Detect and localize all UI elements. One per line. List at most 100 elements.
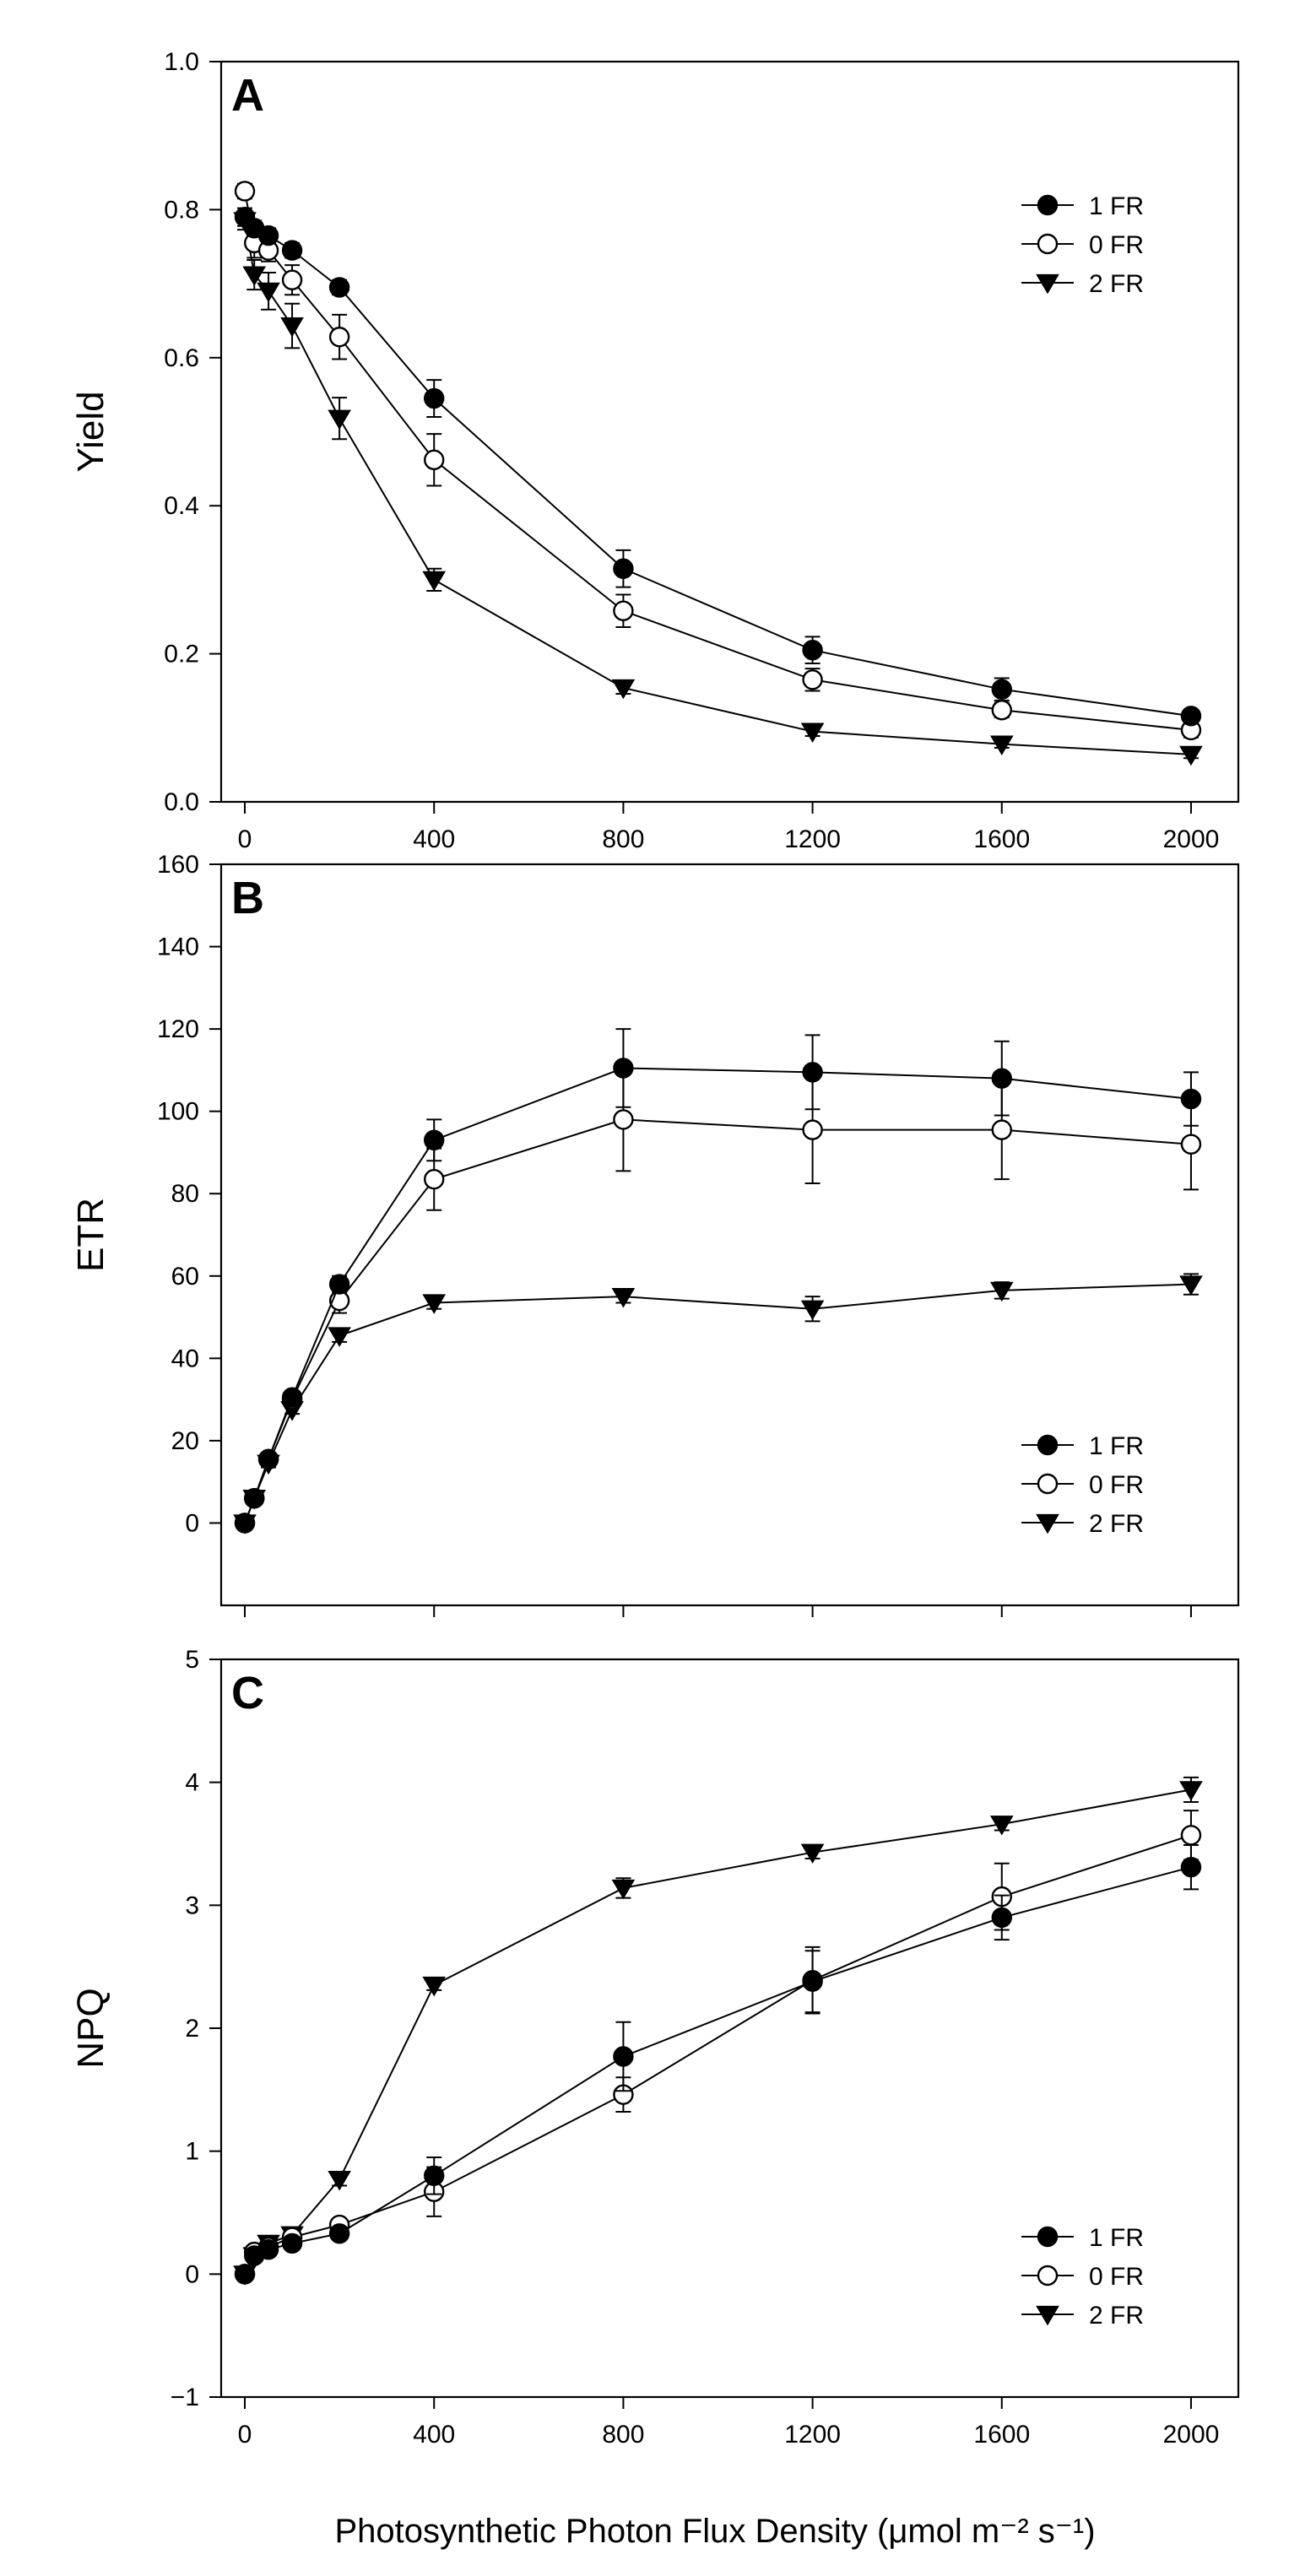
data-point <box>234 181 256 202</box>
series-1-fr <box>234 1028 1202 1534</box>
y-tick-label: 1.0 <box>164 48 199 76</box>
y-tick-label: 0 <box>185 1509 199 1537</box>
y-axis-title: ETR <box>70 1198 111 1272</box>
data-point <box>422 1976 447 1997</box>
legend-marker <box>1036 1513 1059 1534</box>
data-point <box>424 2165 445 2187</box>
data-point <box>281 240 303 261</box>
data-point <box>234 1513 256 1534</box>
data-point <box>328 277 350 298</box>
data-point <box>1180 1134 1202 1155</box>
y-tick-label: 100 <box>157 1098 199 1126</box>
x-tick-label: 2000 <box>1163 825 1220 853</box>
data-point <box>1180 706 1202 727</box>
legend-label: 0 FR <box>1089 2263 1144 2291</box>
x-tick-label: 0 <box>238 825 252 853</box>
data-point <box>613 1058 634 1079</box>
y-tick-label: 80 <box>171 1180 199 1208</box>
y-tick-label: −1 <box>171 2384 199 2411</box>
y-axis-title: NPQ <box>70 1988 111 2068</box>
data-point <box>328 1274 350 1295</box>
data-point <box>328 1327 351 1347</box>
data-point <box>257 282 280 303</box>
y-tick-label: 4 <box>185 1769 199 1797</box>
data-point <box>328 2171 351 2191</box>
x-axis-label: Photosynthetic Photon Flux Density (μmol… <box>334 2513 1095 2550</box>
legend-marker <box>1037 1434 1059 1456</box>
y-tick-label: 2 <box>185 2015 199 2043</box>
data-point <box>242 266 267 286</box>
data-point <box>244 1487 265 1509</box>
data-point <box>424 1129 445 1151</box>
data-point <box>422 571 447 592</box>
y-tick-label: 0.0 <box>164 788 199 816</box>
y-tick-label: 0 <box>185 2260 199 2288</box>
y-tick-label: 0.8 <box>164 196 199 224</box>
series-line <box>244 1067 1192 1523</box>
data-point <box>328 409 351 430</box>
data-point <box>800 722 825 744</box>
y-tick-label: 160 <box>157 851 199 879</box>
series-1-fr <box>234 1843 1202 2285</box>
series-line <box>244 1866 1192 2275</box>
x-tick-label: 1600 <box>973 2421 1030 2449</box>
legend: 1 FR 0 FR 2 FR <box>1021 1432 1144 1538</box>
plot-frame <box>219 863 1240 1607</box>
legend-label: 2 FR <box>1089 2302 1144 2330</box>
data-point <box>1179 1275 1203 1296</box>
data-point <box>802 640 823 661</box>
series-2-fr <box>233 1273 1203 1534</box>
series-line <box>244 1789 1192 2275</box>
panel-label: C <box>231 1668 264 1718</box>
y-tick-label: 0.6 <box>164 344 199 372</box>
data-point <box>800 1843 825 1864</box>
panel-label: A <box>231 70 264 121</box>
legend-label: 0 FR <box>1089 231 1144 259</box>
legend-label: 1 FR <box>1089 1432 1144 1460</box>
series-line <box>244 216 1192 717</box>
data-point <box>613 558 634 579</box>
data-point <box>281 269 303 290</box>
data-point <box>613 600 634 621</box>
data-point <box>257 2238 279 2260</box>
x-tick-label: 800 <box>602 2421 644 2449</box>
data-point <box>280 317 304 338</box>
data-point <box>991 700 1012 721</box>
data-point <box>257 1448 279 1470</box>
data-point <box>1179 1781 1203 1801</box>
data-point <box>281 2232 303 2254</box>
y-tick-label: 140 <box>157 934 199 961</box>
chart-panels: A0.00.20.40.60.81.00 400 800 1200 1600 2000Yi… <box>70 48 1240 2449</box>
y-tick-label: 5 <box>185 1646 199 1674</box>
data-point <box>1179 745 1203 766</box>
x-tick-label: 800 <box>602 825 644 853</box>
series-line <box>244 1834 1192 2275</box>
data-point <box>802 1062 823 1083</box>
data-point <box>1180 1856 1202 1878</box>
data-point <box>1180 1825 1202 1846</box>
series-line <box>244 220 1192 755</box>
legend: 1 FR 0 FR 2 FR <box>1021 2224 1144 2330</box>
data-point <box>991 1068 1012 1089</box>
x-tick-label: 1600 <box>973 825 1030 853</box>
legend-marker <box>1036 2305 1059 2326</box>
legend: 1 FR 0 FR 2 FR <box>1021 192 1144 298</box>
data-point <box>991 679 1012 700</box>
legend-marker <box>1037 1473 1059 1495</box>
series-0-fr <box>234 1067 1202 1534</box>
panel-a: A 0.0 0.2 0.4 0.6 0.8 1.0 0 400 800 1200 1600 2000 Yi… <box>70 48 1240 853</box>
data-point <box>802 669 823 690</box>
data-point <box>611 1879 636 1900</box>
x-tick-label: 1200 <box>784 2421 841 2449</box>
series-line <box>244 1118 1192 1523</box>
x-tick-label: 400 <box>413 2421 455 2449</box>
legend-marker <box>1037 2265 1059 2286</box>
y-tick-label: 0.4 <box>164 492 199 520</box>
series-0-fr <box>234 1810 1202 2285</box>
x-tick-label: 1200 <box>784 825 841 853</box>
legend-marker <box>1037 194 1059 216</box>
x-tick-label: 0 <box>238 2421 252 2449</box>
data-point <box>991 1907 1012 1929</box>
legend-label: 0 FR <box>1089 1471 1144 1499</box>
